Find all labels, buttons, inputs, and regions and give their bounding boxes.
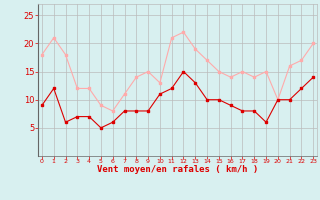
X-axis label: Vent moyen/en rafales ( km/h ): Vent moyen/en rafales ( km/h ) [97, 165, 258, 174]
